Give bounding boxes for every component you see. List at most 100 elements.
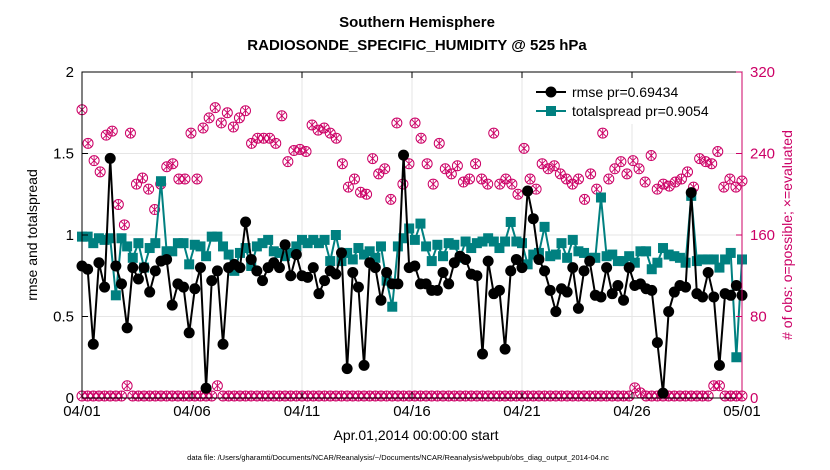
rmse-point bbox=[725, 289, 737, 301]
y2-tick-label: 160 bbox=[750, 227, 775, 244]
totalspread-point bbox=[483, 233, 494, 244]
obs-possible-point bbox=[167, 158, 179, 170]
totalspread-point bbox=[691, 256, 702, 267]
totalspread-point bbox=[257, 238, 268, 249]
totalspread-point bbox=[404, 223, 415, 234]
rmse-point bbox=[319, 275, 331, 287]
rmse-point bbox=[234, 262, 246, 274]
rmse-point bbox=[544, 284, 556, 296]
obs-possible-point bbox=[712, 145, 724, 157]
x-axis-label: Apr.01,2014 00:00:00 start bbox=[333, 427, 498, 443]
obs-possible-point bbox=[330, 132, 342, 144]
obs-possible-point bbox=[258, 132, 270, 144]
obs-possible-point bbox=[663, 180, 675, 192]
obs-possible-point bbox=[385, 193, 397, 205]
obs-possible-point bbox=[621, 168, 633, 180]
obs-possible-point bbox=[603, 173, 615, 185]
obs-possible-point bbox=[724, 173, 736, 185]
obs-possible-point bbox=[294, 143, 306, 155]
obs-possible-point bbox=[482, 178, 494, 190]
rmse-point bbox=[302, 271, 314, 283]
totalspread-point bbox=[398, 233, 409, 244]
rmse-point bbox=[595, 291, 607, 303]
obs-possible-point bbox=[185, 127, 197, 139]
totalspread-point bbox=[82, 231, 93, 242]
obs-possible-point bbox=[706, 158, 718, 170]
obs-evaluated-point bbox=[178, 390, 190, 402]
obs-possible-point bbox=[669, 176, 681, 188]
totalspread-point bbox=[562, 252, 573, 263]
y2-tick-label: 80 bbox=[750, 309, 767, 326]
obs-possible-point bbox=[239, 105, 251, 117]
totalspread-point bbox=[449, 239, 460, 250]
rmse-point bbox=[375, 294, 387, 306]
rmse-point bbox=[623, 262, 635, 274]
totalspread-point bbox=[652, 257, 663, 268]
totalspread-point bbox=[285, 247, 296, 258]
totalspread-point bbox=[302, 238, 313, 249]
totalspread-point bbox=[517, 238, 527, 249]
totalspread-point bbox=[359, 249, 370, 260]
obs-possible-point bbox=[524, 173, 536, 185]
totalspread-point bbox=[720, 254, 731, 265]
rmse-point bbox=[618, 294, 630, 306]
rmse-point bbox=[290, 249, 302, 261]
obs-possible-point bbox=[227, 121, 239, 133]
obs-count-series bbox=[76, 102, 748, 402]
rmse-point bbox=[533, 253, 545, 265]
totalspread-point bbox=[116, 233, 127, 244]
obs-possible-point bbox=[609, 163, 621, 175]
obs-possible-point bbox=[361, 188, 373, 200]
chart-title: Southern Hemisphere bbox=[339, 14, 495, 31]
rmse-point bbox=[257, 275, 269, 287]
totalspread-point bbox=[234, 247, 245, 258]
totalspread-point bbox=[110, 290, 121, 301]
totalspread-point bbox=[206, 231, 217, 242]
rmse-point bbox=[149, 265, 161, 277]
totalspread-point bbox=[635, 246, 646, 257]
rmse-point bbox=[330, 268, 342, 280]
totalspread-point bbox=[595, 192, 606, 203]
totalspread-point bbox=[471, 238, 482, 249]
rmse-point bbox=[206, 275, 218, 287]
rmse-point bbox=[646, 284, 658, 296]
totalspread-point bbox=[466, 243, 477, 254]
obs-possible-point bbox=[300, 145, 312, 157]
rmse-point bbox=[431, 284, 443, 296]
obs-possible-point bbox=[173, 173, 185, 185]
obs-possible-point bbox=[312, 124, 324, 136]
totalspread-point bbox=[669, 251, 680, 262]
x-tick-label: 04/06 bbox=[173, 403, 211, 420]
totalspread-point bbox=[161, 246, 172, 257]
obs-evaluated-point bbox=[121, 380, 133, 392]
rmse-point bbox=[567, 262, 579, 274]
rmse-point bbox=[708, 291, 720, 303]
totalspread-point bbox=[601, 251, 612, 262]
obs-possible-point bbox=[379, 163, 391, 175]
rmse-point bbox=[606, 288, 618, 300]
totalspread-point bbox=[545, 251, 556, 262]
rmse-point bbox=[392, 278, 404, 290]
rmse-point bbox=[505, 265, 517, 277]
totalspread-point bbox=[646, 264, 657, 275]
totalspread-point bbox=[150, 238, 161, 249]
rmse-point bbox=[443, 278, 455, 290]
totalspread-point bbox=[88, 238, 99, 249]
totalspread-point bbox=[268, 246, 279, 257]
y-axis-left: 0 0.5 1 1.5 2 bbox=[53, 64, 88, 407]
obs-evaluated-point bbox=[398, 390, 410, 402]
totalspread-point bbox=[708, 254, 719, 265]
totalspread-point bbox=[133, 238, 144, 249]
chart-subtitle: RADIOSONDE_SPECIFIC_HUMIDITY @ 525 hPa bbox=[247, 37, 587, 54]
totalspread-point bbox=[274, 247, 285, 258]
obs-possible-point bbox=[445, 168, 457, 180]
obs-possible-point bbox=[457, 176, 469, 188]
rmse-point bbox=[211, 265, 223, 277]
totalspread-point bbox=[387, 301, 398, 312]
obs-possible-point bbox=[415, 132, 427, 144]
obs-possible-point bbox=[542, 163, 554, 175]
rmse-point bbox=[138, 262, 150, 274]
totalspread-point bbox=[280, 251, 291, 262]
obs-evaluated-point bbox=[539, 390, 551, 402]
obs-possible-point bbox=[348, 173, 360, 185]
